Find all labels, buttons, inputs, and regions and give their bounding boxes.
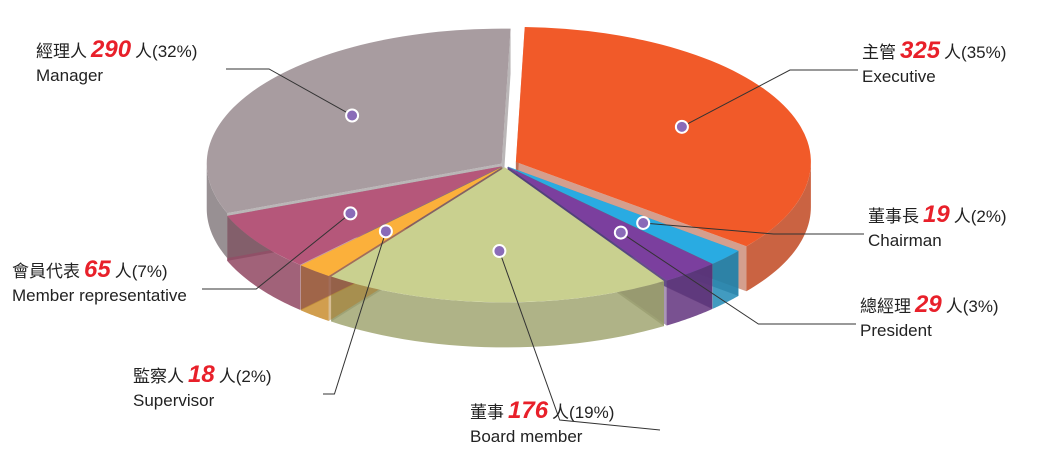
percent-label: (32%) [152, 42, 197, 61]
unit: 人 [946, 297, 963, 316]
percent-label: (2%) [971, 207, 1007, 226]
slice-dot [345, 108, 360, 123]
leader-line [643, 222, 864, 235]
leader-line [323, 231, 387, 395]
slice-label: 總經理 29 人(3%) [860, 291, 999, 318]
percent-label: (3%) [963, 297, 999, 316]
category-name-en: Chairman [868, 231, 942, 250]
category-name-en: Member representative [12, 286, 187, 305]
category-name-en: Executive [862, 67, 936, 86]
slice-dot [636, 215, 651, 230]
slice-label: 會員代表 65 人(7%) [12, 256, 168, 283]
leader-line [620, 232, 856, 325]
value-label: 19 [923, 201, 950, 228]
value-label: 290 [90, 36, 132, 63]
category-name-en: Board member [470, 427, 583, 446]
value-label: 325 [900, 37, 941, 64]
value-label: 176 [508, 397, 549, 424]
slice-label: 董事長 19 人(2%) [868, 201, 1007, 228]
leader-line [681, 69, 858, 128]
percent-label: (35%) [961, 43, 1006, 62]
slice-label: 經理人 290 人(32%) [36, 36, 197, 63]
value-label: 65 [84, 256, 111, 283]
percent-label: (7%) [132, 262, 168, 281]
slice-label: 主管 325 人(35%) [862, 37, 1006, 64]
category-name: 董事 [470, 403, 504, 422]
value-label: 29 [914, 291, 942, 318]
category-name: 董事長 [868, 207, 919, 226]
slice-side [206, 163, 228, 259]
value-label: 18 [188, 361, 215, 388]
unit: 人 [954, 207, 971, 226]
category-name: 主管 [862, 43, 896, 62]
category-name: 會員代表 [12, 262, 80, 281]
slice-dot [343, 206, 358, 221]
leader-line [498, 250, 661, 431]
slice [206, 28, 511, 214]
slice-dot [674, 119, 689, 134]
leader-line [226, 68, 353, 116]
category-name: 監察人 [133, 367, 184, 386]
category-name-en: Supervisor [133, 391, 215, 410]
leader-line [202, 213, 351, 290]
category-name: 經理人 [36, 42, 87, 61]
slice [507, 166, 713, 281]
unit: 人 [135, 42, 152, 61]
slice-side [746, 161, 811, 292]
slice [515, 27, 811, 247]
category-name-en: Manager [36, 66, 103, 85]
slice [227, 166, 502, 265]
percent-label: (2%) [236, 367, 272, 386]
slice [507, 166, 739, 264]
unit: 人 [219, 367, 236, 386]
unit: 人 [115, 262, 132, 281]
unit: 人 [552, 403, 569, 422]
unit: 人 [944, 43, 961, 62]
slice [300, 166, 503, 276]
slice-label: 監察人 18 人(2%) [133, 361, 272, 388]
slice-label: 董事 176 人(19%) [470, 397, 614, 424]
category-name: 總經理 [860, 297, 911, 316]
percent-label: (19%) [569, 403, 614, 422]
slice-dot [613, 225, 628, 240]
slice-dot [378, 224, 393, 239]
slice [331, 167, 664, 303]
slice-wall [501, 28, 511, 209]
slice-side [331, 276, 664, 348]
category-name-en: President [860, 321, 932, 340]
slice-dot [492, 244, 507, 259]
